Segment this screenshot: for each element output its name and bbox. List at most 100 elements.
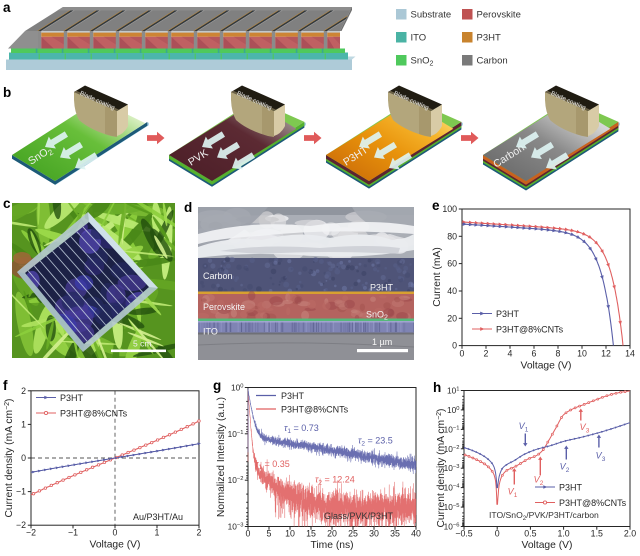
svg-text:12: 12 — [601, 348, 611, 358]
svg-text:Voltage (V): Voltage (V) — [522, 540, 573, 551]
svg-text:P3HT@8%CNTs: P3HT@8%CNTs — [281, 404, 349, 414]
svg-text:d: d — [184, 200, 192, 215]
svg-text:SnO2: SnO2 — [366, 310, 388, 322]
svg-text:101: 101 — [447, 386, 459, 396]
svg-text:τ2 = 12.24: τ2 = 12.24 — [315, 475, 355, 487]
svg-text:SnO2: SnO2 — [411, 56, 434, 68]
svg-text:Time (ns): Time (ns) — [310, 540, 353, 551]
svg-text:ITO: ITO — [203, 327, 218, 337]
svg-text:100: 100 — [231, 383, 243, 393]
svg-text:c: c — [3, 196, 11, 211]
svg-text:P3HT: P3HT — [370, 283, 394, 293]
svg-text:1: 1 — [21, 419, 26, 429]
svg-text:Normalized Intensity (a.u.): Normalized Intensity (a.u.) — [216, 397, 227, 517]
svg-text:Voltage (V): Voltage (V) — [90, 539, 141, 550]
svg-text:P3HT@8%CNTs: P3HT@8%CNTs — [559, 498, 627, 508]
svg-text:0: 0 — [113, 527, 118, 537]
svg-text:10−2: 10−2 — [228, 475, 244, 485]
svg-text:ITO/SnO2/PVK/P3HT/carbon: ITO/SnO2/PVK/P3HT/carbon — [489, 510, 599, 522]
svg-text:25: 25 — [348, 529, 358, 539]
svg-text:−1: −1 — [68, 527, 78, 537]
svg-text:20: 20 — [327, 529, 337, 539]
svg-text:8: 8 — [556, 348, 561, 358]
svg-text:P3HT@8%CNTs: P3HT@8%CNTs — [496, 324, 564, 334]
svg-text:0.5: 0.5 — [524, 528, 536, 538]
svg-text:100: 100 — [442, 204, 457, 214]
svg-text:g: g — [213, 378, 221, 393]
svg-text:Perovskite: Perovskite — [203, 302, 245, 312]
svg-text:60: 60 — [447, 259, 457, 269]
svg-text:b: b — [3, 85, 11, 100]
svg-text:P3HT@8%CNTs: P3HT@8%CNTs — [60, 408, 128, 418]
svg-text:1: 1 — [155, 527, 160, 537]
svg-text:Carbon: Carbon — [203, 271, 233, 281]
svg-text:0: 0 — [246, 529, 251, 539]
svg-text:40: 40 — [447, 286, 457, 296]
svg-text:−0.5: −0.5 — [455, 528, 472, 538]
svg-text:−2: −2 — [26, 527, 36, 537]
svg-text:1.5: 1.5 — [591, 528, 603, 538]
svg-text:6: 6 — [532, 348, 537, 358]
svg-text:0: 0 — [460, 348, 465, 358]
svg-text:Current density (mA cm−2): Current density (mA cm−2) — [4, 399, 15, 518]
svg-text:10−3: 10−3 — [228, 522, 244, 532]
svg-text:Au/P3HT/Au: Au/P3HT/Au — [133, 512, 183, 522]
svg-text:10−1: 10−1 — [444, 424, 460, 434]
svg-text:V2: V2 — [534, 475, 544, 488]
svg-text:5: 5 — [267, 529, 272, 539]
svg-text:τ2 = 23.5: τ2 = 23.5 — [358, 436, 393, 448]
svg-text:e: e — [432, 198, 440, 213]
svg-text:2: 2 — [197, 527, 202, 537]
svg-text:V3: V3 — [580, 422, 590, 435]
svg-text:0: 0 — [21, 453, 26, 463]
svg-text:10−1: 10−1 — [228, 429, 244, 439]
svg-text:10−4: 10−4 — [444, 483, 461, 493]
svg-text:Carbon: Carbon — [477, 56, 508, 67]
svg-text:f: f — [3, 378, 8, 393]
svg-text:0: 0 — [452, 341, 457, 351]
svg-text:−2: −2 — [16, 520, 26, 530]
svg-text:2.0: 2.0 — [624, 528, 636, 538]
svg-text:Perovskite: Perovskite — [477, 10, 521, 21]
svg-text:V1: V1 — [508, 487, 518, 500]
svg-text:14: 14 — [625, 348, 635, 358]
svg-text:a: a — [3, 0, 11, 15]
svg-text:P3HT: P3HT — [60, 393, 84, 403]
svg-text:ITO: ITO — [411, 33, 427, 44]
svg-text:Current density (mA cm−2): Current density (mA cm−2) — [436, 409, 447, 528]
svg-text:V2: V2 — [560, 462, 570, 475]
svg-text:20: 20 — [447, 313, 457, 323]
svg-text:10: 10 — [285, 529, 295, 539]
svg-text:1.0: 1.0 — [557, 528, 569, 538]
svg-text:10−5: 10−5 — [444, 502, 460, 512]
svg-text:4: 4 — [508, 348, 513, 358]
svg-text:0: 0 — [495, 528, 500, 538]
svg-text:10: 10 — [577, 348, 587, 358]
svg-text:10−2: 10−2 — [444, 444, 460, 454]
svg-text:15: 15 — [306, 529, 316, 539]
svg-text:V3: V3 — [596, 451, 606, 464]
svg-text:10−3: 10−3 — [444, 463, 460, 473]
svg-text:5 cm: 5 cm — [133, 339, 151, 349]
svg-text:P3HT: P3HT — [559, 482, 583, 492]
svg-text:Current (mA): Current (mA) — [432, 247, 443, 307]
svg-text:P3HT: P3HT — [281, 391, 305, 401]
svg-text:V1: V1 — [519, 421, 529, 434]
svg-text:Substrate: Substrate — [411, 10, 452, 21]
svg-text:τ1 = 0.35: τ1 = 0.35 — [255, 459, 290, 471]
svg-text:τ1 = 0.73: τ1 = 0.73 — [284, 423, 319, 435]
svg-text:2: 2 — [21, 386, 26, 396]
svg-text:h: h — [433, 380, 441, 395]
svg-text:10−6: 10−6 — [444, 522, 460, 532]
svg-text:Glass/PVK/P3HT: Glass/PVK/P3HT — [324, 511, 394, 521]
svg-text:1 µm: 1 µm — [372, 337, 392, 347]
svg-text:30: 30 — [369, 529, 379, 539]
svg-text:80: 80 — [447, 231, 457, 241]
svg-text:35: 35 — [390, 529, 400, 539]
svg-text:−1: −1 — [16, 487, 26, 497]
svg-text:40: 40 — [411, 529, 421, 539]
svg-text:100: 100 — [447, 405, 459, 415]
svg-text:2: 2 — [484, 348, 489, 358]
svg-text:P3HT: P3HT — [477, 33, 501, 44]
svg-text:P3HT: P3HT — [496, 309, 520, 319]
